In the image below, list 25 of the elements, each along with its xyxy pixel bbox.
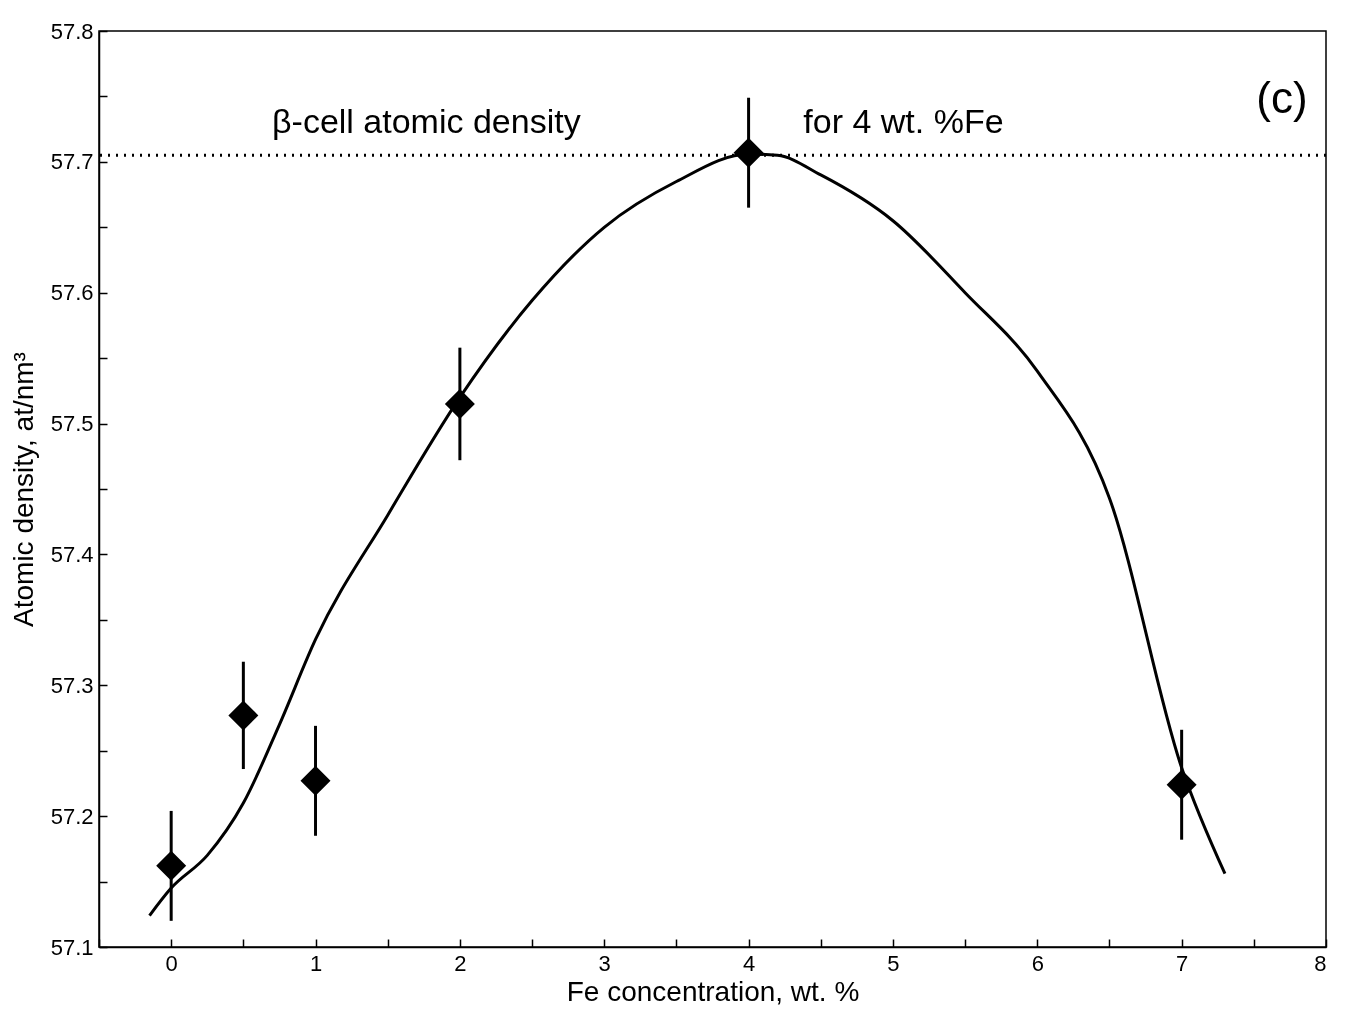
x-tick-label: 8 xyxy=(1314,950,1327,976)
x-tick-label: 5 xyxy=(887,950,900,976)
y-tick-label: 57.3 xyxy=(50,672,94,698)
x-axis-title: Fe concentration, wt. % xyxy=(566,975,860,1007)
y-axis-title: Atomic density, at/nm³ xyxy=(7,352,39,627)
x-tick-label: 1 xyxy=(309,950,323,976)
y-tick-label: 57.7 xyxy=(50,149,94,175)
x-tick-label: 2 xyxy=(454,950,467,976)
x-tick-label: 7 xyxy=(1176,950,1189,976)
point xyxy=(228,700,259,731)
y-tick-label: 57.2 xyxy=(50,803,94,829)
x-tick-label: 0 xyxy=(165,950,178,976)
annotation: (c) xyxy=(1256,72,1308,122)
y-tick-label: 57.8 xyxy=(50,18,94,44)
annotation: for 4 wt. %Fe xyxy=(803,101,1004,140)
y-tick-label: 57.4 xyxy=(50,541,94,567)
x-tick-label: 4 xyxy=(742,950,756,976)
annotation: β-cell atomic density xyxy=(272,101,581,140)
x-tick-label: 6 xyxy=(1031,950,1044,976)
point xyxy=(300,765,331,796)
x-tick-label: 3 xyxy=(598,950,611,976)
point xyxy=(156,850,187,881)
y-tick-label: 57.6 xyxy=(50,280,94,306)
y-tick-label: 57.5 xyxy=(50,411,94,437)
y-tick-label: 57.1 xyxy=(50,934,94,960)
